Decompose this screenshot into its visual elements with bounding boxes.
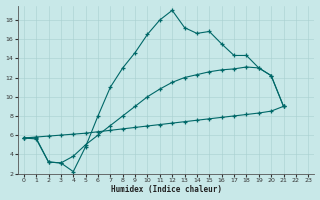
X-axis label: Humidex (Indice chaleur): Humidex (Indice chaleur) — [110, 185, 221, 194]
